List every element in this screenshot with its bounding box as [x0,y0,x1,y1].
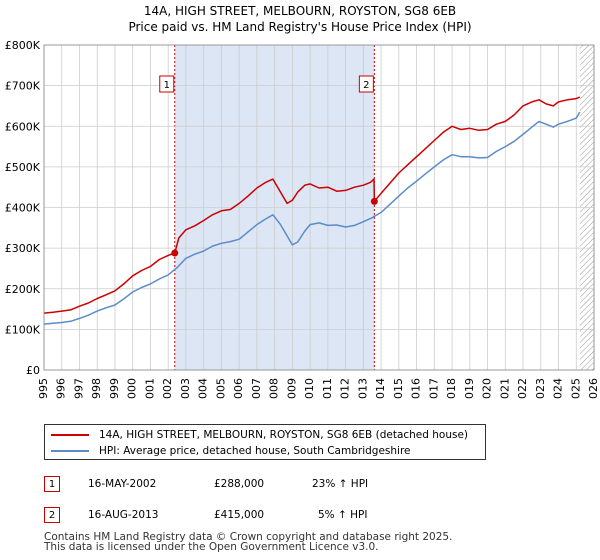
x-tick-label: 2008 [268,378,281,400]
plot-frame [43,44,595,371]
x-tick-label: 2017 [427,378,440,400]
chart-title-address: 14A, HIGH STREET, MELBOURN, ROYSTON, SG8… [143,4,457,18]
sale-point [370,197,378,205]
transaction-number-badge: 1 [44,476,60,492]
y-tick-label: £0 [26,364,40,377]
legend-item-hpi: HPI: Average price, detached house, Sout… [51,444,411,458]
x-tick-label: 1996 [55,378,68,400]
x-tick-label: 2019 [463,378,476,400]
legend-swatch-hpi [51,450,89,452]
transaction-row: 2 16-AUG-2013 £415,000 5% ↑ HPI [44,507,564,525]
hpi-line [44,111,581,325]
footer-license: This data is licensed under the Open Gov… [44,541,379,553]
y-tick-label: £200K [5,283,41,296]
transaction-hpi-change: 23% ↑ HPI [312,478,369,490]
transaction-hpi-change: 5% ↑ HPI [318,509,368,521]
x-tick-label: 2024 [552,378,565,400]
property-price-line [44,96,581,314]
transaction-date: 16-AUG-2013 [88,509,159,521]
sale-badge [159,75,175,93]
sale-badge-label: 2 [363,80,369,91]
x-tick-label: 2004 [197,378,210,400]
x-tick-label: 2020 [481,378,494,400]
x-tick-label: 2023 [534,378,547,400]
transaction-row: 1 16-MAY-2002 £288,000 23% ↑ HPI [44,476,564,494]
chart-subtitle: Price paid vs. HM Land Registry's House … [128,20,472,34]
x-tick-label: 2018 [445,378,458,400]
legend-label-hpi: HPI: Average price, detached house, Sout… [99,445,411,457]
sale-badge-label: 1 [164,80,170,91]
y-tick-label: £800K [5,39,41,52]
y-tick-label: £100K [5,323,41,336]
y-tick-label: £700K [5,80,41,93]
x-tick-label: 2026 [587,378,600,400]
x-tick-label: 2011 [321,378,334,400]
x-tick-label: 2015 [392,378,405,400]
transaction-price: £288,000 [214,478,265,490]
legend-item-property: 14A, HIGH STREET, MELBOURN, ROYSTON, SG8… [51,428,468,442]
x-tick-label: 2021 [498,378,511,400]
legend-label-property: 14A, HIGH STREET, MELBOURN, ROYSTON, SG8… [99,429,469,441]
y-tick-label: £500K [5,161,41,174]
x-tick-label: 2003 [179,378,192,400]
chart-legend: 14A, HIGH STREET, MELBOURN, ROYSTON, SG8… [44,424,486,460]
y-tick-label: £400K [5,202,41,215]
x-tick-label: 2022 [516,378,529,400]
x-tick-label: 1999 [108,378,121,400]
x-tick-label: 2009 [285,378,298,400]
transaction-price: £415,000 [214,509,265,521]
sale-point [171,249,179,257]
x-tick-label: 2010 [303,378,316,400]
x-tick-label: 1995 [37,378,50,400]
transaction-number-badge: 2 [44,507,60,523]
footer-copyright: Contains HM Land Registry data © Crown c… [44,531,453,543]
x-tick-label: 2007 [250,378,263,400]
x-tick-label: 2025 [569,378,582,400]
y-tick-label: £600K [5,120,41,133]
x-tick-label: 2012 [339,378,352,400]
y-tick-label: £300K [5,242,41,255]
x-tick-label: 2006 [232,378,245,400]
x-tick-label: 1997 [72,378,85,400]
x-tick-label: 2014 [374,378,387,400]
sale-badge [358,75,374,93]
x-tick-label: 2000 [126,378,139,400]
x-tick-label: 2005 [214,378,227,400]
transaction-date: 16-MAY-2002 [88,478,157,490]
x-tick-label: 2002 [161,378,174,400]
x-tick-label: 2001 [143,378,156,400]
x-tick-label: 1998 [90,378,103,400]
legend-swatch-property [51,434,89,436]
x-tick-label: 2016 [410,378,423,400]
price-chart: 1 2 £0 £100K £200K £300K £400K £500K £600K £700K… [5,39,600,400]
x-tick-label: 2013 [356,378,369,400]
